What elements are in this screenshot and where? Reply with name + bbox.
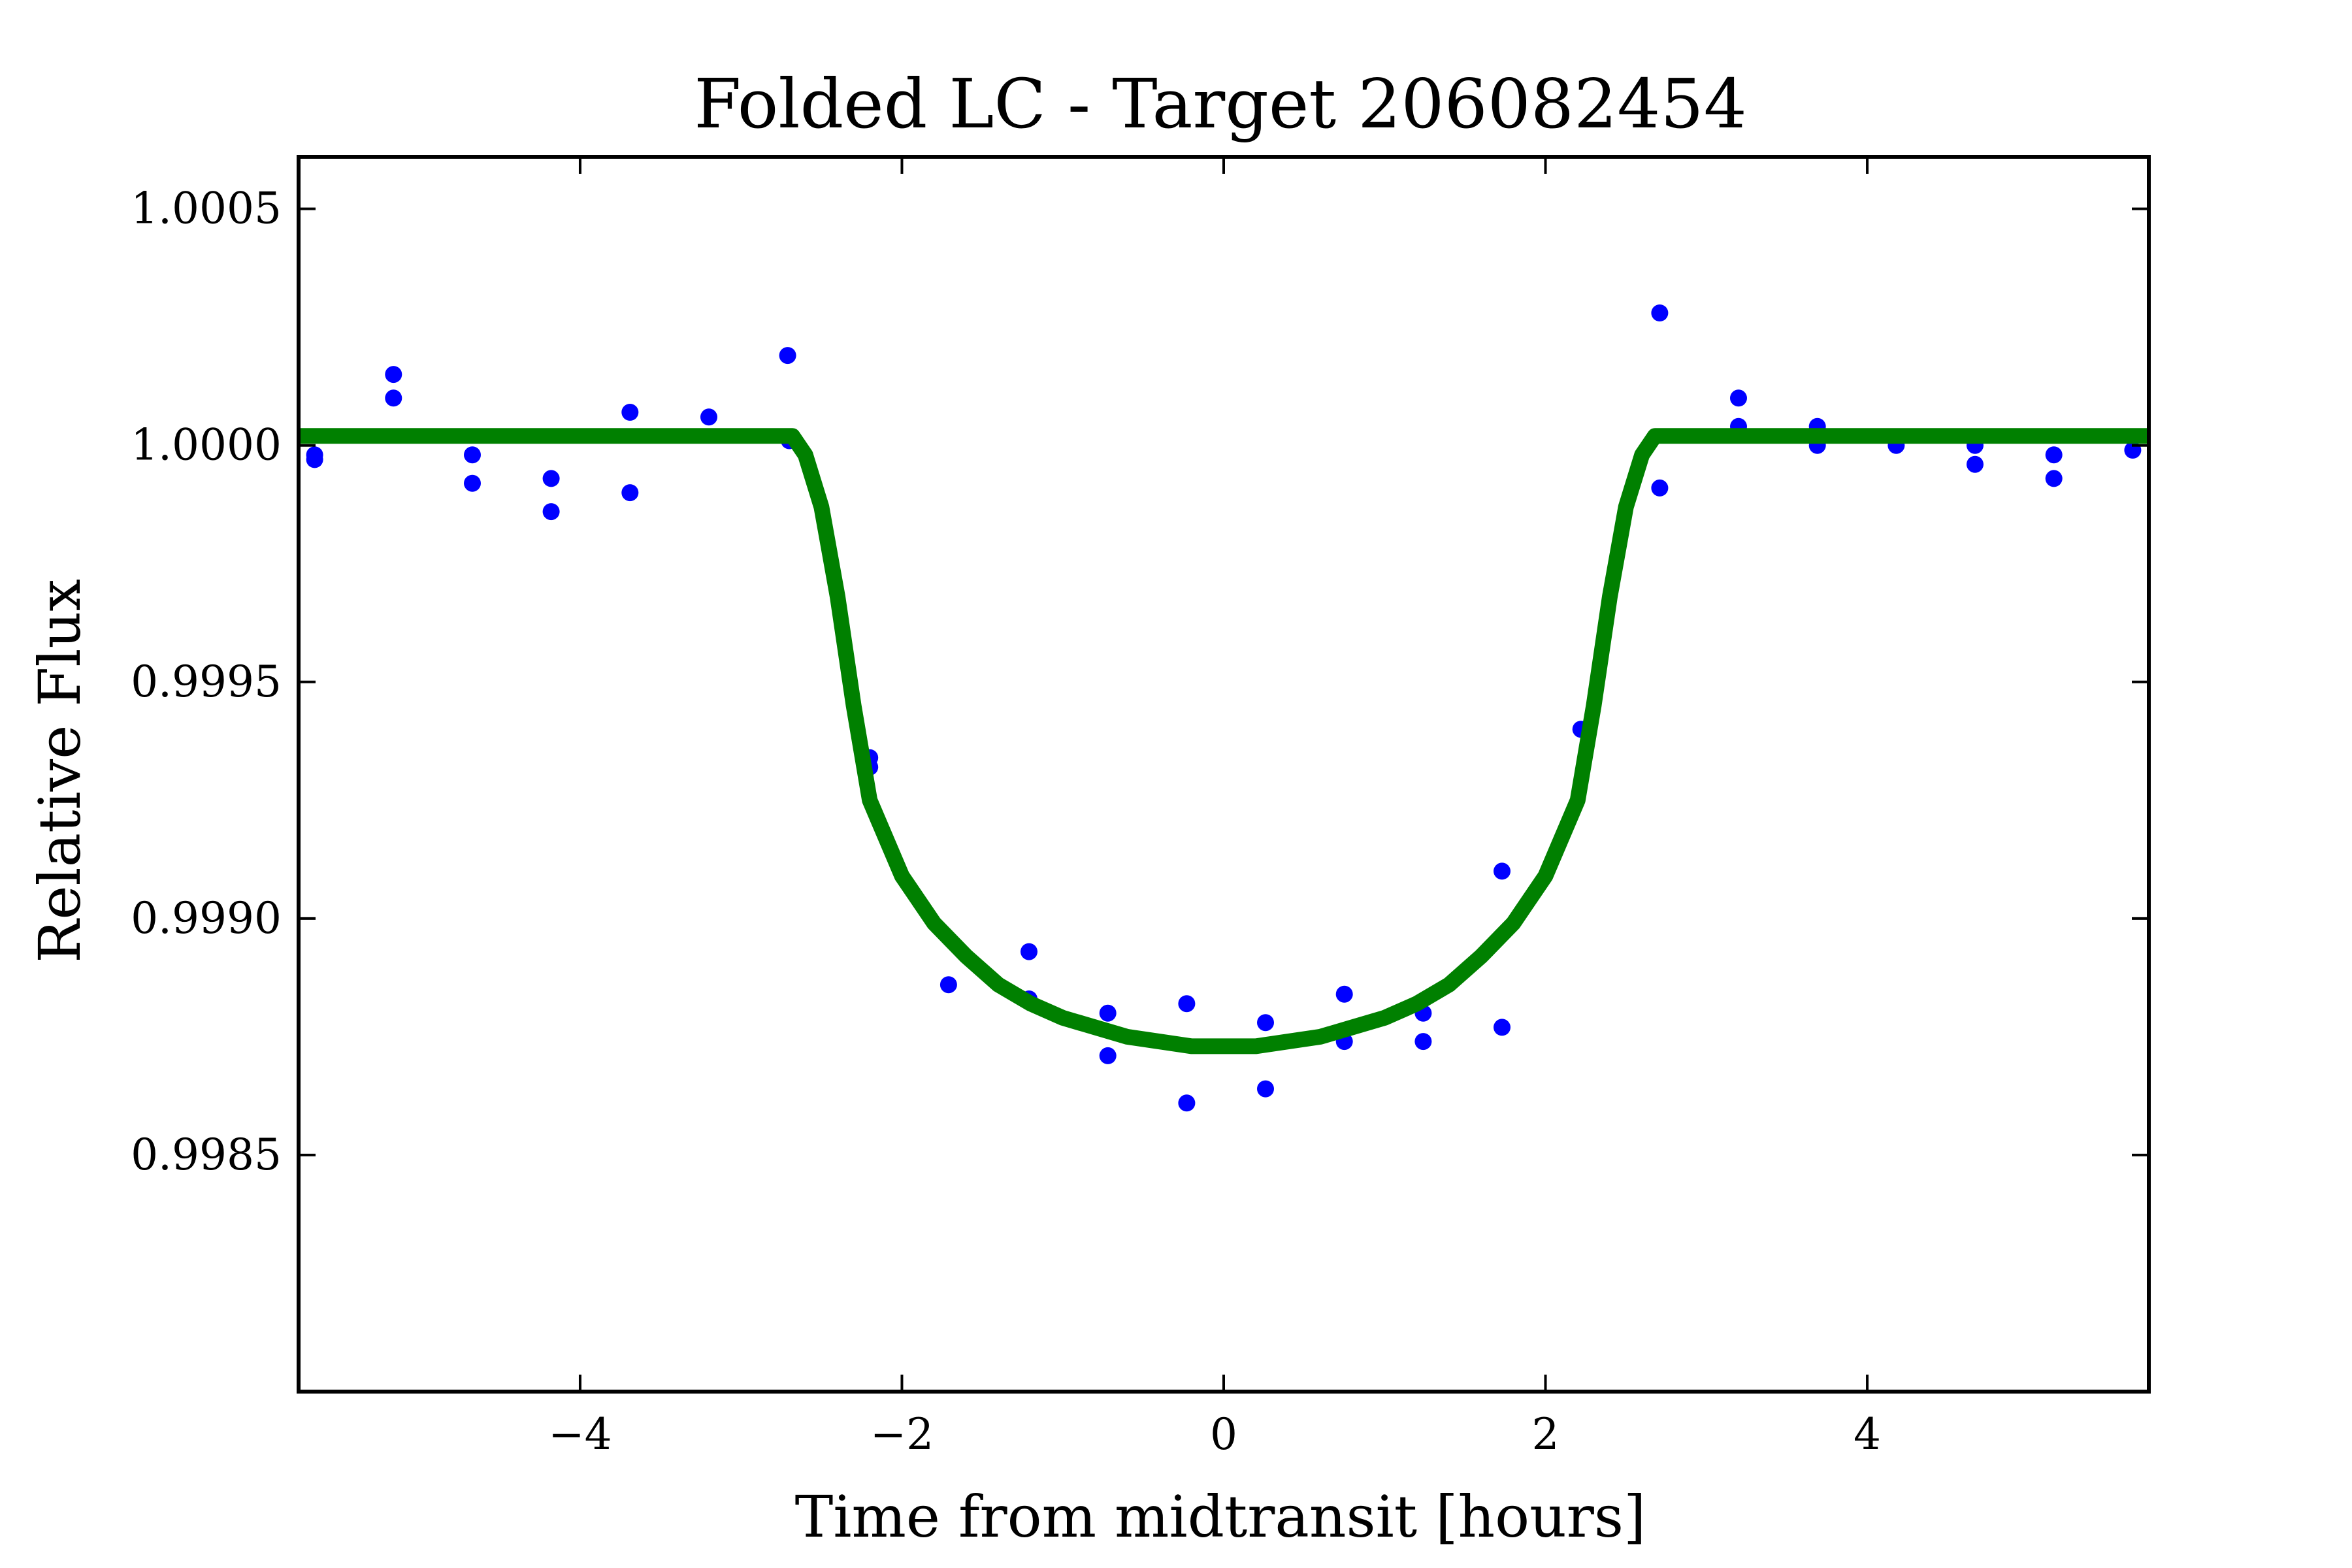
data-point [1257, 1014, 1274, 1032]
data-point [779, 347, 796, 365]
plot-area [299, 304, 2149, 1112]
data-point [1967, 455, 1984, 473]
data-point [542, 470, 560, 487]
data-point [621, 404, 639, 421]
data-point [1178, 995, 1196, 1013]
data-point [306, 446, 323, 464]
x-axis-label: Time from midtransit [hours] [795, 1483, 1646, 1550]
model-curve [299, 428, 2149, 1054]
y-tick-label: 1.0000 [131, 420, 282, 470]
plot-series [299, 304, 2149, 1112]
data-point [621, 484, 639, 502]
y-axis-label: Relative Flux [26, 579, 93, 963]
data-point [1099, 1004, 1117, 1022]
data-point [1494, 862, 1511, 880]
data-point [1178, 1094, 1196, 1112]
data-point [1021, 943, 1037, 960]
axes: −4 −2 0 2 4 0.9985 0.9990 0.9995 1.0000 1.0005 [131, 155, 2151, 1460]
data-point [2045, 470, 2063, 487]
x-tick-label: −4 [548, 1409, 612, 1460]
y-tick-label: 0.9990 [131, 893, 282, 943]
data-point [385, 389, 402, 407]
y-tick-label: 0.9985 [131, 1130, 282, 1180]
data-point [700, 408, 717, 426]
data-point [464, 474, 481, 492]
data-point [1257, 1080, 1274, 1098]
data-point [542, 503, 560, 521]
y-tick-label: 1.0005 [131, 184, 282, 234]
data-point [1651, 304, 1669, 321]
x-tick-label: 4 [1854, 1409, 1881, 1460]
data-point [464, 446, 481, 464]
data-point [1099, 1047, 1117, 1064]
chart-title: Folded LC - Target 206082454 [694, 64, 1747, 144]
data-point [1730, 389, 1747, 407]
data-point [385, 366, 402, 384]
data-point [939, 976, 957, 994]
x-tick-label: 2 [1532, 1409, 1560, 1460]
y-tick-label: 0.9995 [131, 657, 282, 707]
data-point [1651, 479, 1669, 497]
data-point [1494, 1019, 1511, 1036]
data-point [1414, 1033, 1432, 1051]
data-point [1335, 985, 1353, 1003]
x-tick-label: −2 [870, 1409, 934, 1460]
x-tick-label: 0 [1210, 1409, 1237, 1460]
data-point [2045, 446, 2063, 464]
